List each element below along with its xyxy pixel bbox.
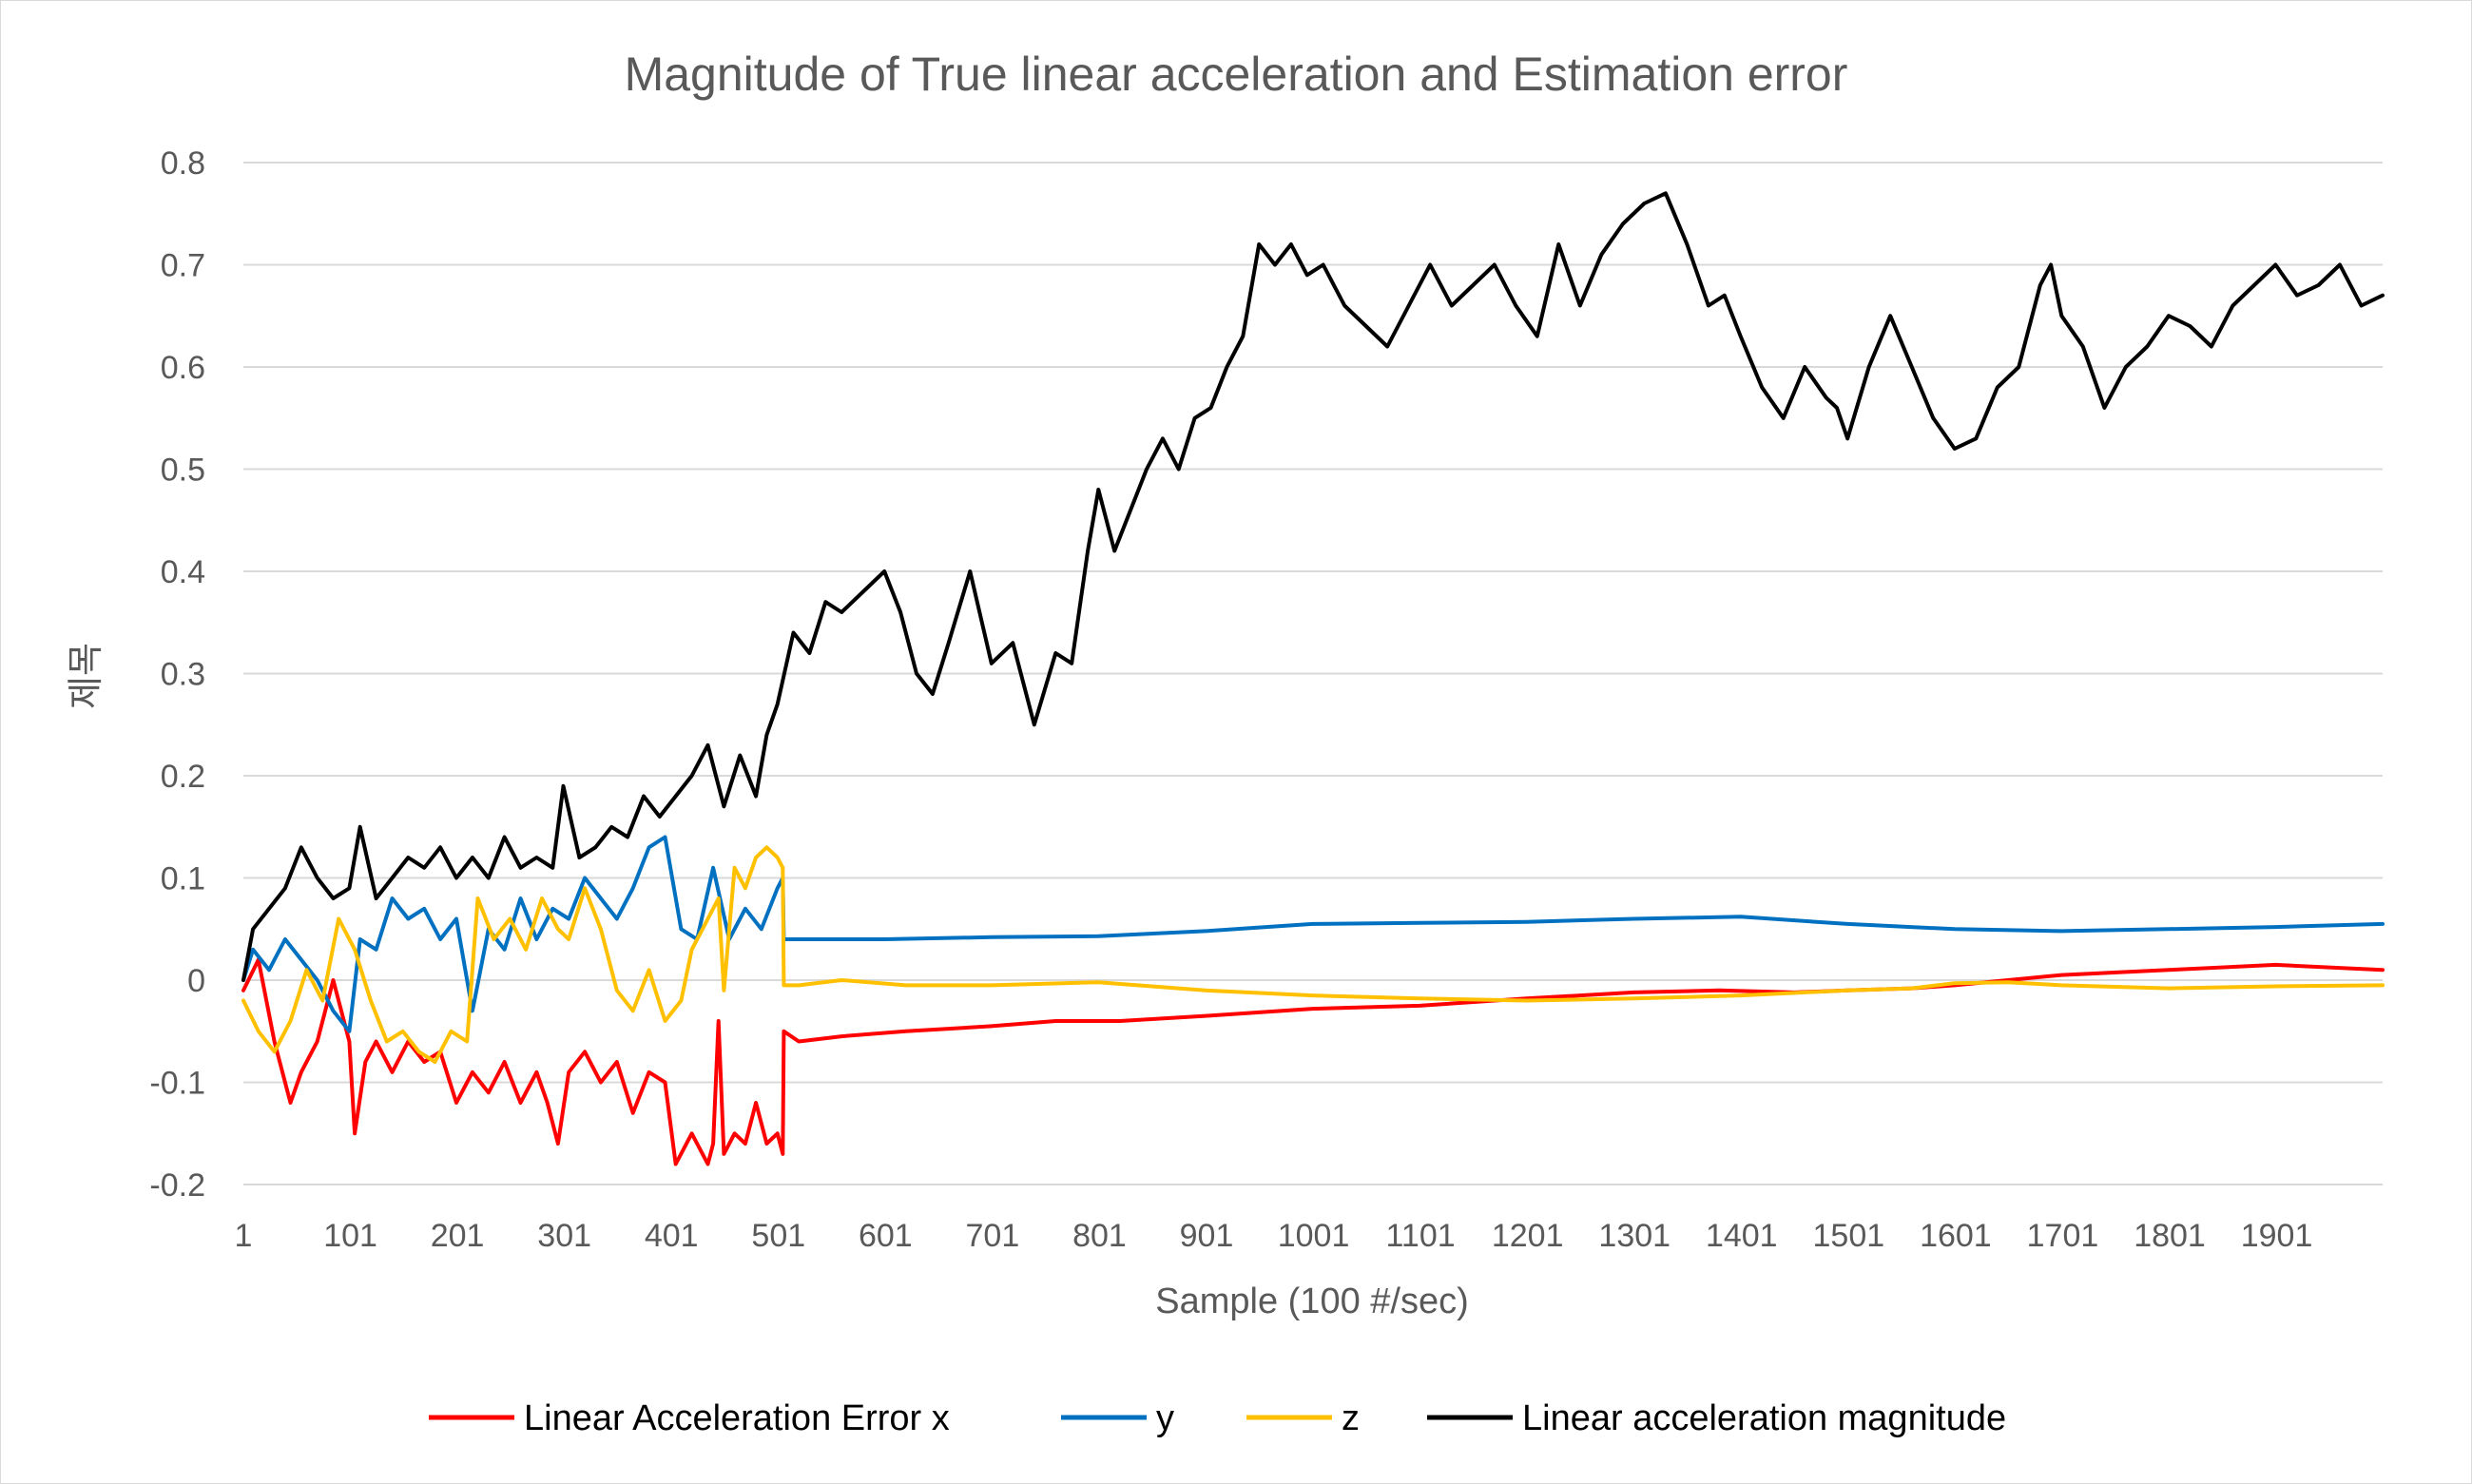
series-line-3	[241, 191, 2385, 982]
x-tick-label: 1301	[1598, 1218, 1671, 1254]
legend-label: y	[1156, 1398, 1174, 1438]
series-line-1	[241, 835, 2385, 1033]
y-tick-label: 0.1	[161, 861, 205, 897]
x-tick-label: 401	[645, 1218, 699, 1254]
legend-label: z	[1342, 1398, 1360, 1438]
x-tick-label: 1501	[1813, 1218, 1885, 1254]
y-tick-label: 0.4	[161, 554, 205, 590]
x-tick-label: 801	[1072, 1218, 1127, 1254]
x-tick-label: 1801	[2134, 1218, 2206, 1254]
y-axis-label: 제목	[67, 643, 106, 709]
x-tick-label: 1	[235, 1218, 253, 1254]
x-tick-label: 201	[431, 1218, 485, 1254]
y-tick-label: -0.2	[149, 1167, 205, 1204]
x-tick-label: 501	[751, 1218, 805, 1254]
y-tick-label: 0.8	[161, 145, 205, 182]
x-tick-label: 1201	[1492, 1218, 1564, 1254]
y-tick-label: -0.1	[149, 1066, 205, 1102]
series-line-0	[241, 957, 2385, 1166]
x-tick-label: 1401	[1706, 1218, 1778, 1254]
series-lines	[241, 191, 2385, 1166]
x-tick-label: 1101	[1386, 1218, 1456, 1254]
x-tick-label: 601	[859, 1218, 913, 1254]
legend-label: Linear Acceleration Error x	[524, 1398, 950, 1438]
x-axis-label: Sample (100 #/sec)	[1155, 1282, 1469, 1321]
x-tick-label: 701	[966, 1218, 1020, 1254]
y-tick-label: 0.5	[161, 453, 205, 489]
legend: Linear Acceleration Error x y z Linear acce…	[429, 1398, 2006, 1438]
x-tick-label: 301	[537, 1218, 591, 1254]
x-axis-ticks: 1 101 201 301 401 501 601 701 801 901 1001 1101 1201…	[235, 1218, 2313, 1254]
x-tick-label: 1901	[2241, 1218, 2313, 1254]
y-tick-label: 0.3	[161, 657, 205, 693]
y-axis-ticks: -0.2 -0.1 0 0.1 0.2 0.3 0.4 0.5 0.6 0.7 0.8	[149, 145, 205, 1204]
chart-title: Magnitude of True linear acceleration an…	[625, 48, 1848, 101]
x-tick-label: 1701	[2027, 1218, 2099, 1254]
y-tick-label: 0.6	[161, 350, 205, 386]
y-tick-label: 0.2	[161, 759, 205, 795]
series-line-2	[241, 845, 2385, 1064]
y-tick-label: 0.7	[161, 248, 205, 284]
x-tick-label: 901	[1180, 1218, 1234, 1254]
x-tick-label: 1001	[1278, 1218, 1350, 1254]
x-tick-label: 1601	[1920, 1218, 1992, 1254]
x-tick-label: 101	[323, 1218, 377, 1254]
y-tick-label: 0	[187, 963, 205, 999]
legend-label: Linear acceleration magnitude	[1522, 1398, 2006, 1438]
